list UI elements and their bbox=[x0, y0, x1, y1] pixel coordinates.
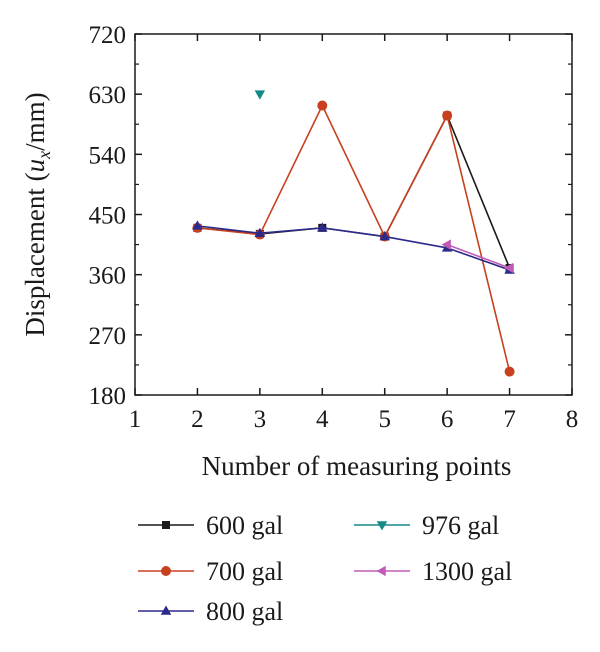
point-800-gal-3 bbox=[379, 231, 390, 241]
x-tick-label-6: 7 bbox=[503, 406, 516, 433]
legend-marker-800-gal bbox=[160, 605, 172, 615]
point-976-gal-0 bbox=[254, 90, 266, 100]
legend-label-600-gal: 600 gal bbox=[206, 511, 283, 540]
point-700-gal-2 bbox=[317, 100, 328, 111]
y-tick-label-3: 450 bbox=[89, 203, 127, 230]
point-1300-gal-0 bbox=[441, 239, 451, 250]
y-tick-label-6: 720 bbox=[89, 22, 127, 49]
x-axis-title: Number of measuring points bbox=[202, 451, 512, 481]
x-tick-label-7: 8 bbox=[566, 406, 579, 433]
series-line-700-gal bbox=[197, 103, 511, 372]
legend-marker-976-gal bbox=[376, 521, 388, 531]
plot-area bbox=[192, 90, 515, 377]
point-800-gal-2 bbox=[317, 222, 328, 232]
legend-marker-1300-gal bbox=[376, 565, 386, 577]
series-line-600-gal bbox=[197, 113, 511, 269]
axes: 1 2 3 4 5 6 7 8 180 270 360 450 540 630 720 Number of m… bbox=[20, 22, 578, 481]
point-800-gal-0 bbox=[192, 220, 203, 230]
legend-label-700-gal: 700 gal bbox=[206, 557, 283, 586]
y-axis-title: Displacement (ux/mm) bbox=[20, 92, 54, 336]
y-tick-label-5: 630 bbox=[89, 82, 127, 109]
y-tick-label-2: 360 bbox=[89, 263, 127, 290]
x-tick-label-4: 5 bbox=[378, 406, 391, 433]
series-line-1300-gal bbox=[446, 243, 510, 269]
legend-label-976-gal: 976 gal bbox=[422, 511, 499, 540]
legend-marker-600-gal bbox=[162, 521, 170, 529]
legend-label-1300-gal: 1300 gal bbox=[422, 557, 512, 586]
x-tick-label-0: 1 bbox=[129, 406, 142, 433]
x-tick-label-2: 3 bbox=[254, 406, 267, 433]
series-line-800-gal bbox=[197, 225, 510, 271]
legend: 600 gal 700 gal 800 gal 976 gal 1300 gal bbox=[138, 511, 512, 626]
x-tick-label-1: 2 bbox=[191, 406, 204, 433]
y-tick-label-4: 540 bbox=[89, 142, 127, 169]
point-800-gal-1 bbox=[254, 227, 266, 237]
x-tick-label-3: 4 bbox=[316, 406, 329, 433]
point-1300-gal-1 bbox=[504, 262, 514, 274]
plot-frame bbox=[134, 33, 573, 396]
legend-label-800-gal: 800 gal bbox=[206, 597, 283, 626]
y-tick-label-1: 270 bbox=[89, 323, 127, 350]
point-700-gal-5 bbox=[504, 366, 515, 377]
x-tick-label-5: 6 bbox=[441, 406, 454, 433]
legend-marker-700-gal bbox=[161, 566, 171, 576]
y-tick-label-0: 180 bbox=[89, 383, 127, 410]
point-700-gal-4 bbox=[442, 110, 453, 121]
